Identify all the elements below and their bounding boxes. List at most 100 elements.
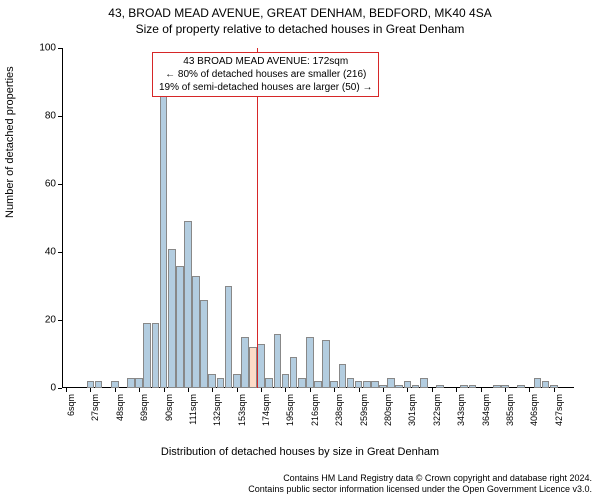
x-tick-label: 301sqm: [407, 394, 417, 426]
chart-plot-area: 0204060801006sqm27sqm48sqm69sqm90sqm111s…: [62, 48, 574, 388]
x-axis-label: Distribution of detached houses by size …: [0, 446, 600, 458]
reference-line: [257, 48, 258, 388]
x-tick: [285, 388, 286, 392]
histogram-bar: [322, 340, 330, 388]
histogram-bar: [225, 286, 233, 388]
x-tick: [407, 388, 408, 392]
x-tick: [139, 388, 140, 392]
histogram-bar: [412, 385, 420, 388]
histogram-bar: [168, 249, 176, 388]
histogram-bar: [517, 385, 525, 388]
x-tick: [359, 388, 360, 392]
x-tick-label: 322sqm: [432, 394, 442, 426]
x-tick-label: 48sqm: [115, 394, 125, 421]
x-tick-label: 238sqm: [334, 394, 344, 426]
histogram-bar: [208, 374, 216, 388]
x-tick: [456, 388, 457, 392]
histogram-bar: [176, 266, 184, 388]
x-tick: [432, 388, 433, 392]
histogram-bar: [534, 378, 542, 388]
histogram-bar: [306, 337, 314, 388]
histogram-bar: [257, 344, 265, 388]
histogram-bar: [160, 96, 168, 388]
histogram-bar: [152, 323, 160, 388]
y-tick: [58, 184, 62, 185]
histogram-bar: [460, 385, 468, 388]
y-tick: [58, 320, 62, 321]
annotation-line-2: ← 80% of detached houses are smaller (21…: [159, 68, 372, 81]
histogram-bar: [371, 381, 379, 388]
histogram-bar: [217, 378, 225, 388]
x-tick-label: 27sqm: [90, 394, 100, 421]
x-tick-label: 385sqm: [505, 394, 515, 426]
x-tick: [261, 388, 262, 392]
histogram-bar: [290, 357, 298, 388]
histogram-bar: [282, 374, 290, 388]
y-tick-label: 60: [45, 179, 56, 190]
histogram-bar: [274, 334, 282, 388]
y-tick-label: 0: [50, 383, 56, 394]
x-tick-label: 111sqm: [188, 394, 198, 425]
histogram-bar: [347, 378, 355, 388]
histogram-bar: [542, 381, 550, 388]
x-tick: [310, 388, 311, 392]
histogram-bar: [339, 364, 347, 388]
x-tick-label: 406sqm: [529, 394, 539, 426]
footer-attribution: Contains HM Land Registry data © Crown c…: [248, 473, 592, 496]
x-tick-label: 343sqm: [456, 394, 466, 426]
histogram-bar: [363, 381, 371, 388]
x-tick-label: 69sqm: [139, 394, 149, 421]
x-tick-label: 153sqm: [237, 394, 247, 426]
annotation-box: 43 BROAD MEAD AVENUE: 172sqm ← 80% of de…: [152, 52, 379, 97]
histogram-bar: [395, 385, 403, 388]
y-tick: [58, 48, 62, 49]
x-tick: [383, 388, 384, 392]
y-tick-label: 100: [39, 43, 56, 54]
x-tick-label: 195sqm: [285, 394, 295, 426]
histogram-bar: [330, 381, 338, 388]
histogram-bar-highlight: [249, 347, 257, 388]
x-tick: [164, 388, 165, 392]
histogram-bar: [265, 378, 273, 388]
annotation-line-1: 43 BROAD MEAD AVENUE: 172sqm: [159, 55, 372, 68]
histogram-bar: [298, 378, 306, 388]
histogram-bar: [233, 374, 241, 388]
chart-title: 43, BROAD MEAD AVENUE, GREAT DENHAM, BED…: [0, 0, 600, 20]
x-tick-label: 6sqm: [66, 394, 76, 416]
y-tick-label: 40: [45, 247, 56, 258]
x-tick-label: 280sqm: [383, 394, 393, 426]
x-tick-label: 364sqm: [481, 394, 491, 426]
histogram-bar: [127, 378, 135, 388]
x-tick: [115, 388, 116, 392]
histogram-bar: [192, 276, 200, 388]
x-tick: [529, 388, 530, 392]
x-tick-label: 90sqm: [164, 394, 174, 421]
x-tick: [554, 388, 555, 392]
histogram-bar: [493, 385, 501, 388]
x-tick: [188, 388, 189, 392]
x-tick: [505, 388, 506, 392]
y-axis-label: Number of detached properties: [4, 66, 16, 218]
y-tick: [58, 388, 62, 389]
histogram-bar: [436, 385, 444, 388]
footer-line-2: Contains public sector information licen…: [248, 484, 592, 496]
annotation-line-3: 19% of semi-detached houses are larger (…: [159, 81, 372, 94]
x-tick: [334, 388, 335, 392]
x-tick: [90, 388, 91, 392]
histogram-bar: [420, 378, 428, 388]
x-tick-label: 132sqm: [212, 394, 222, 426]
y-tick-label: 20: [45, 315, 56, 326]
histogram-bar: [184, 221, 192, 388]
footer-line-1: Contains HM Land Registry data © Crown c…: [248, 473, 592, 485]
y-tick: [58, 116, 62, 117]
histogram-bar: [241, 337, 249, 388]
histogram-bar: [135, 378, 143, 388]
histogram-bar: [95, 381, 103, 388]
histogram-bar: [111, 381, 119, 388]
histogram-bar: [355, 381, 363, 388]
histogram-bar: [469, 385, 477, 388]
histogram-bar: [404, 381, 412, 388]
y-tick: [58, 252, 62, 253]
y-tick-label: 80: [45, 111, 56, 122]
x-tick-label: 174sqm: [261, 394, 271, 426]
